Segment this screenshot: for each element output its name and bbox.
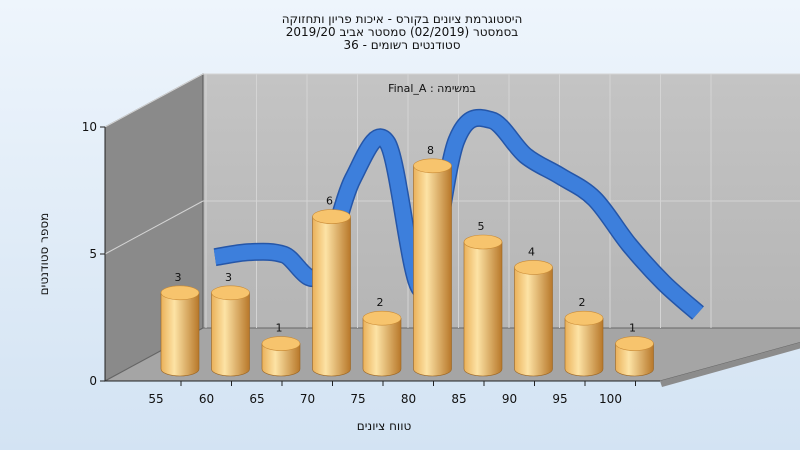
bar-data-label: 6 (326, 195, 333, 208)
bar-data-label: 1 (629, 322, 636, 335)
bar-data-label: 5 (478, 220, 485, 233)
bar-75: 2 (362, 296, 402, 377)
floor-edge (660, 342, 800, 387)
bar-top (615, 336, 654, 351)
x-tick-label: 70 (300, 392, 315, 406)
chart-gridlines (104, 73, 800, 328)
chart-title-line-3: סטודנטים רשומים - 36 (343, 38, 460, 52)
bar-top (160, 285, 200, 301)
bar-data-label: 2 (579, 296, 586, 309)
bar-body (564, 317, 604, 377)
y-tick-label: 10 (82, 120, 97, 134)
bar-90: 4 (514, 245, 553, 377)
bar-body (312, 216, 351, 377)
bar-100: 1 (615, 322, 654, 377)
x-tick-label: 95 (552, 392, 567, 406)
x-tick-label: 100 (599, 392, 622, 406)
bar-data-label: 3 (225, 271, 232, 284)
bar-top (312, 209, 351, 224)
bar-body (261, 343, 301, 377)
bar-top (463, 234, 503, 250)
bar-top (413, 158, 452, 174)
bar-body (362, 317, 402, 377)
bar-body (615, 343, 654, 377)
bar-series: 3 3 1 6 2 8 5 4 2 1 (160, 144, 654, 377)
bar-data-label: 3 (175, 271, 182, 284)
bar-65: 1 (261, 322, 301, 377)
bar-95: 2 (564, 296, 604, 377)
task-annotation: במשימה : Final_A (388, 82, 476, 95)
x-tick-label: 55 (148, 392, 163, 406)
bar-data-label: 4 (528, 245, 535, 258)
x-tick-label: 65 (249, 392, 264, 406)
bar-80: 8 (413, 144, 452, 377)
bar-top (211, 285, 250, 301)
bar-top (261, 336, 301, 351)
bar-top (564, 310, 604, 326)
gridline-side (104, 200, 204, 255)
bar-55: 3 (160, 271, 200, 377)
x-tick-label: 90 (502, 392, 517, 406)
x-tick-label: 80 (401, 392, 416, 406)
bar-body (211, 292, 250, 377)
bar-body (160, 292, 200, 377)
bar-data-label: 1 (276, 322, 283, 335)
bar-body (514, 267, 553, 377)
bar-top (362, 310, 402, 326)
bar-top (514, 260, 553, 275)
chart-title-line-2: בסמסטר (02/2019) סמסטר אביב 2019/20 (286, 25, 518, 39)
y-axis-title: מספר סטודנטים (37, 213, 51, 296)
chart-title-line-1: היסטוגרמת ציונים בקורס - איכות פריון ותח… (282, 12, 523, 26)
gridline-side (104, 73, 204, 128)
y-tick-label: 5 (89, 247, 97, 261)
bar-data-label: 2 (377, 296, 384, 309)
bar-85: 5 (463, 220, 503, 377)
x-tick-label: 75 (350, 392, 365, 406)
x-tick-label: 85 (451, 392, 466, 406)
bar-70: 6 (312, 195, 351, 377)
y-tick-label: 0 (89, 374, 97, 388)
x-axis-title: טווח ציונים (357, 419, 412, 433)
bar-60: 3 (211, 271, 250, 377)
bar-body (413, 165, 452, 377)
chart-walls (104, 73, 800, 387)
bar-data-label: 8 (427, 144, 434, 157)
x-tick-label: 60 (199, 392, 214, 406)
bar-body (463, 241, 503, 377)
